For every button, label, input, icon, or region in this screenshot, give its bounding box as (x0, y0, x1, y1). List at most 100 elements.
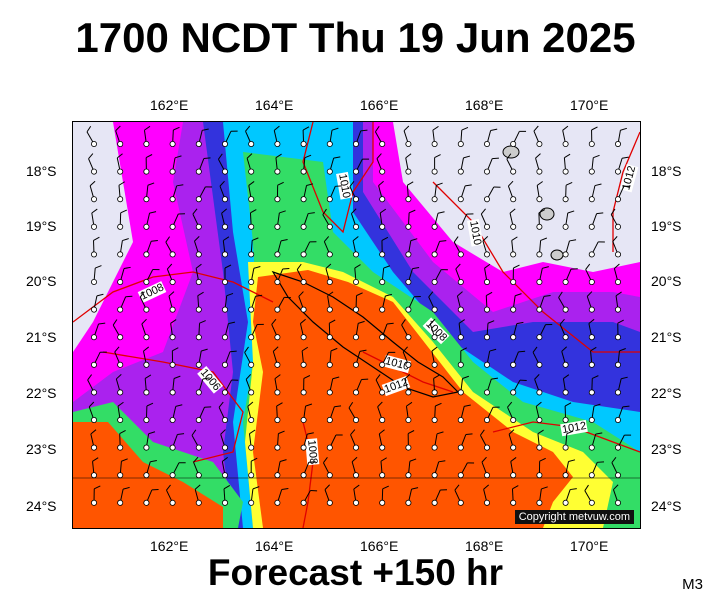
wind-barb (405, 401, 413, 423)
wind-barb (91, 236, 100, 258)
wind-barb (536, 457, 546, 479)
wind-barb (431, 402, 442, 423)
wind-barb (169, 126, 180, 147)
wind-barb (612, 484, 621, 506)
wind-barb (91, 208, 98, 230)
wind-barb (300, 375, 311, 396)
wind-barb (300, 461, 316, 479)
weather-map: 1010 1010 1012 1008 1008 1010 1012 1006 … (72, 121, 641, 529)
wind-barb (246, 153, 255, 175)
wind-barb (535, 153, 543, 175)
copyright-notice: Copyright metvuw.com (514, 510, 634, 524)
wind-barb (192, 208, 202, 230)
wind-barb (562, 181, 573, 203)
wind-barb (248, 237, 259, 258)
wind-barb (610, 208, 621, 230)
wind-barb (429, 318, 438, 341)
wind-barb (588, 432, 603, 451)
wind-barb (248, 323, 264, 341)
wind-barb (507, 401, 517, 423)
wind-barb (510, 457, 517, 479)
wind-barb (296, 263, 307, 285)
wind-barb (117, 401, 124, 423)
wind-barb (274, 402, 283, 423)
lat-label-right-23: 23°S (651, 441, 682, 457)
wind-barb (506, 153, 517, 175)
wind-barb (457, 347, 468, 368)
wind-barb (117, 209, 127, 230)
wind-barb (562, 430, 574, 451)
wind-barb (379, 208, 387, 230)
wind-barb (222, 130, 238, 147)
wind-barb (481, 456, 490, 479)
wind-barb (559, 318, 569, 341)
wind-barb (274, 153, 282, 175)
wind-barb (219, 180, 228, 203)
wind-barb (374, 125, 386, 147)
wind-barb (350, 429, 359, 451)
wind-barb (248, 209, 257, 230)
wind-barb (349, 180, 359, 203)
lat-label-left-19: 19°S (26, 218, 57, 234)
wind-barb (588, 241, 605, 258)
wind-barb (222, 236, 230, 258)
wind-barb (536, 486, 548, 506)
wind-barb (431, 374, 440, 396)
wind-barb (431, 269, 448, 285)
wind-barb (588, 403, 601, 423)
wind-barb (222, 321, 236, 341)
wind-barb (247, 401, 255, 423)
wind-barb (536, 237, 548, 258)
wind-barb (220, 429, 228, 451)
wind-barb (195, 348, 208, 368)
lon-label-top-168: 168°E (465, 97, 504, 113)
wind-barb (86, 126, 97, 147)
wind-barb (143, 182, 155, 203)
wind-barb (274, 430, 285, 451)
wind-barb (428, 291, 438, 313)
wind-barb (379, 351, 396, 368)
wind-barb (272, 346, 281, 368)
wind-barb (274, 210, 286, 230)
lat-label-right-18: 18°S (651, 163, 682, 179)
wind-barb (431, 182, 443, 203)
wind-barb (536, 209, 546, 230)
wind-barb (117, 295, 133, 313)
wind-barb (91, 322, 106, 341)
wind-barb (562, 488, 577, 506)
wind-barb (352, 236, 359, 258)
wind-barb (169, 404, 183, 423)
wind-barb (300, 403, 313, 423)
wind-barb (588, 212, 604, 230)
wind-barb (353, 320, 365, 341)
wind-barb (612, 236, 621, 258)
wind-barb (379, 457, 387, 479)
wind-barb (375, 374, 386, 396)
wind-barb (484, 291, 493, 313)
wind-barb (379, 322, 394, 341)
wind-barb (615, 127, 628, 147)
wind-barb (584, 484, 595, 506)
forecast-label: Forecast +150 hr (207, 552, 504, 593)
wind-barb (510, 379, 527, 396)
wind-barb (533, 125, 543, 147)
wind-barb (248, 486, 260, 506)
wind-barb (562, 459, 576, 479)
lat-label-left-20: 20°S (26, 273, 57, 289)
rain-field (73, 122, 640, 528)
wind-barb (536, 324, 553, 341)
wind-barb (248, 294, 263, 313)
wind-barb (117, 238, 129, 258)
rain-zone-orange (253, 270, 573, 528)
wind-barb (510, 321, 524, 341)
wind-barb (89, 180, 97, 203)
wind-barb (353, 484, 360, 506)
wind-barb (274, 239, 288, 258)
wind-barb (585, 263, 595, 285)
wind-barb (456, 291, 464, 313)
wind-barb (479, 429, 490, 451)
wind-barb (322, 457, 333, 479)
wind-barb (195, 128, 209, 147)
wind-barb (169, 462, 186, 479)
wind-barb (510, 130, 527, 147)
